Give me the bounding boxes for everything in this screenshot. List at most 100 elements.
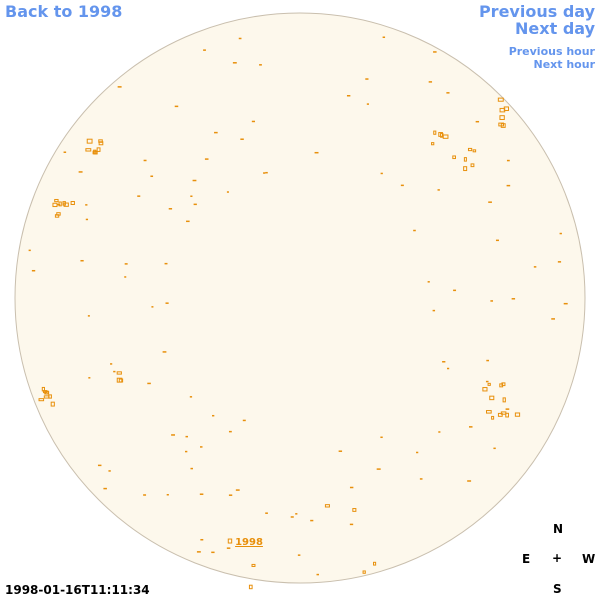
spot <box>437 189 440 191</box>
spot <box>174 105 179 108</box>
disk-label[interactable]: 1998 <box>235 537 263 548</box>
spot <box>506 159 510 162</box>
spot <box>56 212 61 216</box>
spot <box>373 561 377 566</box>
next-hour-link[interactable]: Next hour <box>533 58 596 71</box>
spot <box>211 551 215 554</box>
spot <box>382 36 386 39</box>
spot <box>137 195 141 197</box>
spot <box>164 262 168 265</box>
previous-hour-link[interactable]: Previous hour <box>508 45 595 58</box>
spot <box>557 261 562 263</box>
solar-disk <box>14 12 586 584</box>
spot <box>438 431 441 433</box>
spot <box>88 377 91 379</box>
spot <box>200 446 203 448</box>
spot <box>97 464 102 467</box>
spot <box>265 512 268 514</box>
active-regions <box>28 36 568 590</box>
spot <box>248 584 253 590</box>
spot <box>48 394 52 399</box>
spot <box>486 410 492 414</box>
spot <box>486 359 490 362</box>
spot <box>263 172 266 174</box>
spot <box>338 450 343 452</box>
spot <box>190 195 193 197</box>
spot <box>116 371 122 375</box>
spot <box>189 396 193 398</box>
spot <box>151 306 154 308</box>
spot <box>467 147 473 152</box>
spot <box>124 263 128 265</box>
spot <box>442 361 446 363</box>
spot <box>499 115 505 121</box>
spot <box>433 130 437 135</box>
spot <box>143 494 147 496</box>
spot <box>514 412 521 417</box>
spot <box>150 175 154 178</box>
compass-west: W <box>582 552 596 566</box>
spot <box>290 516 294 518</box>
spot <box>468 426 473 428</box>
spot <box>497 412 503 417</box>
spot <box>85 204 88 206</box>
spot <box>427 281 430 283</box>
spot <box>87 315 90 317</box>
spot <box>497 97 504 102</box>
spot <box>78 171 83 173</box>
spot <box>196 551 201 553</box>
spot <box>499 107 506 113</box>
spot <box>168 208 173 210</box>
spot <box>52 202 58 208</box>
spot <box>500 411 507 415</box>
spot <box>63 202 69 207</box>
spot <box>380 172 383 175</box>
spot <box>559 232 562 235</box>
spot <box>96 147 101 152</box>
spot <box>324 504 330 508</box>
spot <box>380 436 383 439</box>
spot <box>185 435 188 438</box>
spot <box>117 86 122 88</box>
spot <box>446 367 450 370</box>
spot <box>453 289 457 292</box>
spot <box>432 309 436 312</box>
spot <box>162 351 167 353</box>
spot <box>50 401 55 407</box>
spot <box>295 513 298 515</box>
spot <box>185 450 188 453</box>
spot <box>502 397 506 403</box>
spot <box>475 120 480 123</box>
previous-day-link[interactable]: Previous day <box>478 2 595 21</box>
spot <box>199 493 204 495</box>
spot <box>431 142 435 146</box>
spot <box>413 229 416 232</box>
spot <box>467 480 472 482</box>
spot <box>251 120 256 123</box>
spot <box>316 573 319 576</box>
spot <box>365 78 369 80</box>
spot <box>192 179 197 182</box>
spot <box>193 203 197 206</box>
spot <box>533 266 537 268</box>
spot <box>349 523 354 526</box>
spot <box>186 220 190 223</box>
spot <box>563 302 568 305</box>
spot <box>57 203 61 206</box>
spot <box>240 138 244 140</box>
spot <box>442 134 449 139</box>
back-link[interactable]: Back to 1998 <box>5 2 123 21</box>
spot <box>505 408 510 410</box>
next-day-link[interactable]: Next day <box>515 19 595 38</box>
spot <box>203 49 206 51</box>
spot <box>505 412 509 418</box>
spot <box>265 171 268 174</box>
spot <box>86 138 93 144</box>
spot <box>490 300 494 302</box>
spot <box>551 318 555 320</box>
spot <box>314 151 319 154</box>
spot <box>463 157 467 162</box>
